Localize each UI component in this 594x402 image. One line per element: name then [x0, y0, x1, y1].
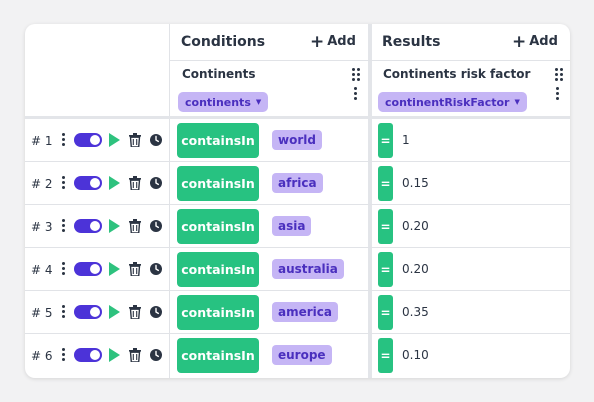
row-enabled-toggle[interactable]: [74, 348, 102, 362]
clock-icon[interactable]: [150, 220, 162, 232]
kebab-icon[interactable]: [62, 305, 66, 319]
row-number: # 2: [31, 177, 53, 191]
table-row: # 6 containsIn europe = 0.10: [25, 334, 570, 377]
row-enabled-toggle[interactable]: [74, 262, 102, 276]
clock-icon[interactable]: [150, 177, 162, 189]
add-result-label: Add: [529, 34, 558, 49]
header-divider: [25, 116, 570, 119]
result-value[interactable]: 0.35: [402, 305, 429, 319]
clock-icon[interactable]: [150, 349, 162, 361]
row-enabled-toggle[interactable]: [74, 305, 102, 319]
operator-chip[interactable]: containsIn: [177, 123, 259, 158]
play-icon[interactable]: [109, 133, 120, 147]
grip-icon[interactable]: [352, 68, 360, 81]
row-enabled-toggle[interactable]: [74, 219, 102, 233]
result-value[interactable]: 0.15: [402, 176, 429, 190]
row-enabled-toggle[interactable]: [74, 133, 102, 147]
row-number: # 4: [31, 263, 53, 277]
table-row: # 2 containsIn africa = 0.15: [25, 162, 570, 205]
result-type-label: continentRiskFactor: [385, 95, 510, 109]
operator-chip[interactable]: containsIn: [177, 338, 259, 373]
result-value[interactable]: 0.10: [402, 348, 429, 362]
condition-type-dropdown[interactable]: continents ▼: [178, 92, 269, 112]
add-condition-label: Add: [327, 34, 356, 49]
kebab-icon[interactable]: [62, 219, 66, 233]
row-number: # 5: [31, 306, 53, 320]
condition-value-chip[interactable]: asia: [272, 216, 312, 236]
row-number: # 3: [31, 220, 53, 234]
table-row: # 1 containsIn world = 1: [25, 119, 570, 162]
row-number: # 1: [31, 134, 53, 148]
kebab-icon[interactable]: [62, 133, 66, 147]
divider: [169, 60, 570, 61]
condition-column-name: Continents: [182, 67, 256, 81]
play-icon[interactable]: [109, 348, 120, 362]
condition-value-chip[interactable]: world: [272, 130, 322, 150]
clock-icon[interactable]: [150, 263, 162, 275]
plus-icon: +: [512, 31, 527, 52]
table-row: # 5 containsIn america = 0.35: [25, 291, 570, 334]
table-row: # 3 containsIn asia = 0.20: [25, 205, 570, 248]
operator-chip[interactable]: containsIn: [177, 252, 259, 287]
result-operator-chip[interactable]: =: [378, 252, 393, 287]
play-icon[interactable]: [109, 219, 120, 233]
result-value[interactable]: 0.20: [402, 219, 429, 233]
section-divider: [368, 24, 372, 378]
condition-value-chip[interactable]: america: [272, 302, 338, 322]
trash-icon[interactable]: [129, 262, 141, 276]
result-type-dropdown[interactable]: continentRiskFactor ▼: [378, 92, 527, 112]
condition-value-chip[interactable]: europe: [272, 345, 332, 365]
result-value[interactable]: 0.20: [402, 262, 429, 276]
condition-column-kebab-icon[interactable]: [354, 87, 358, 101]
grip-icon[interactable]: [555, 68, 563, 81]
result-operator-chip[interactable]: =: [378, 166, 393, 201]
row-divider: [25, 161, 570, 162]
play-icon[interactable]: [109, 262, 120, 276]
plus-icon: +: [310, 31, 325, 52]
decision-table: Conditions + Add Continents continents ▼…: [25, 24, 570, 378]
row-divider: [25, 333, 570, 334]
add-condition-button[interactable]: + Add: [310, 31, 356, 52]
clock-icon[interactable]: [150, 306, 162, 318]
clock-icon[interactable]: [150, 134, 162, 146]
trash-icon[interactable]: [129, 176, 141, 190]
row-divider: [25, 247, 570, 248]
conditions-title: Conditions: [181, 34, 266, 50]
trash-icon[interactable]: [129, 133, 141, 147]
result-operator-chip[interactable]: =: [378, 295, 393, 330]
caret-down-icon: ▼: [514, 98, 520, 106]
divider: [169, 24, 170, 378]
row-number: # 6: [31, 349, 53, 363]
result-column-kebab-icon[interactable]: [556, 87, 560, 101]
play-icon[interactable]: [109, 305, 120, 319]
operator-chip[interactable]: containsIn: [177, 166, 259, 201]
condition-value-chip[interactable]: australia: [272, 259, 344, 279]
result-value[interactable]: 1: [402, 133, 410, 147]
result-operator-chip[interactable]: =: [378, 338, 393, 373]
caret-down-icon: ▼: [255, 98, 262, 106]
add-result-button[interactable]: + Add: [512, 31, 558, 52]
condition-value-chip[interactable]: africa: [272, 173, 323, 193]
operator-chip[interactable]: containsIn: [177, 295, 259, 330]
trash-icon[interactable]: [129, 348, 141, 362]
result-column-name: Continents risk factor: [383, 67, 531, 81]
row-enabled-toggle[interactable]: [74, 176, 102, 190]
kebab-icon[interactable]: [62, 262, 66, 276]
table-row: # 4 containsIn australia = 0.20: [25, 248, 570, 291]
trash-icon[interactable]: [129, 305, 141, 319]
kebab-icon[interactable]: [62, 348, 66, 362]
play-icon[interactable]: [109, 176, 120, 190]
condition-type-label: continents: [185, 95, 251, 109]
result-operator-chip[interactable]: =: [378, 209, 393, 244]
row-divider: [25, 290, 570, 291]
results-title: Results: [382, 34, 441, 50]
kebab-icon[interactable]: [62, 176, 66, 190]
operator-chip[interactable]: containsIn: [177, 209, 259, 244]
row-divider: [25, 204, 570, 205]
result-operator-chip[interactable]: =: [378, 123, 393, 158]
trash-icon[interactable]: [129, 219, 141, 233]
